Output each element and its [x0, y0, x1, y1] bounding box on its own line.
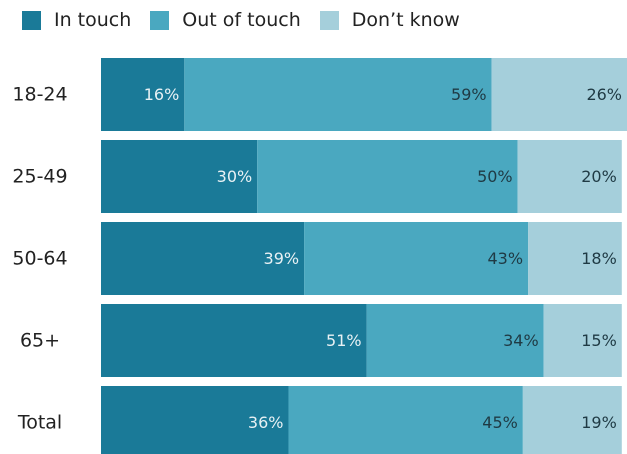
data-label-in-touch-65: 51% [326, 331, 362, 350]
legend-label-dont-know: Don’t know [351, 9, 460, 31]
bar-don-t-know-50-64 [528, 222, 622, 295]
data-label-out-of-touch-65: 34% [503, 331, 539, 350]
bar-in-touch-65 [101, 304, 367, 377]
chart-legend: In touch Out of touch Don’t know [22, 7, 479, 33]
legend-item-out-of-touch: Out of touch [150, 9, 301, 31]
bar-don-t-know-25-49 [517, 140, 622, 213]
category-label-50-64: 50-64 [12, 248, 67, 270]
bar-out-of-touch-50-64 [304, 222, 529, 295]
bar-out-of-touch-25-49 [257, 140, 518, 213]
category-label-18-24: 18-24 [12, 84, 67, 106]
data-label-out-of-touch-18-24: 59% [451, 85, 487, 104]
category-label-25-49: 25-49 [12, 166, 67, 188]
legend-swatch-out-of-touch [150, 10, 170, 30]
data-label-out-of-touch-total: 45% [482, 413, 518, 432]
bar-out-of-touch-total [288, 386, 523, 454]
bar-don-t-know-18-24 [491, 58, 627, 131]
legend-label-out-of-touch: Out of touch [182, 9, 301, 31]
legend-swatch-in-touch [22, 10, 41, 30]
data-label-out-of-touch-25-49: 50% [477, 167, 513, 186]
bar-don-t-know-total [522, 386, 622, 454]
legend-label-in-touch: In touch [54, 9, 132, 31]
bar-don-t-know-65 [543, 304, 622, 377]
data-label-in-touch-50-64: 39% [264, 249, 300, 268]
data-label-don-t-know-18-24: 26% [586, 85, 622, 104]
data-label-don-t-know-25-49: 20% [581, 167, 617, 186]
data-label-in-touch-25-49: 30% [217, 167, 253, 186]
data-label-in-touch-total: 36% [248, 413, 284, 432]
category-label-65: 65+ [20, 330, 60, 352]
bar-in-touch-total [101, 386, 289, 454]
legend-item-in-touch: In touch [22, 9, 131, 31]
data-label-don-t-know-50-64: 18% [581, 249, 617, 268]
data-label-out-of-touch-50-64: 43% [487, 249, 523, 268]
data-label-don-t-know-total: 19% [581, 413, 617, 432]
bar-in-touch-18-24 [101, 58, 185, 131]
category-label-total: Total [17, 412, 62, 434]
legend-item-dont-know: Don’t know [319, 9, 460, 31]
legend-swatch-dont-know [319, 10, 339, 30]
data-label-in-touch-18-24: 16% [144, 85, 180, 104]
bar-in-touch-50-64 [101, 222, 305, 295]
data-label-don-t-know-65: 15% [581, 331, 617, 350]
bar-in-touch-25-49 [101, 140, 258, 213]
bar-out-of-touch-65 [366, 304, 544, 377]
bar-out-of-touch-18-24 [184, 58, 492, 131]
